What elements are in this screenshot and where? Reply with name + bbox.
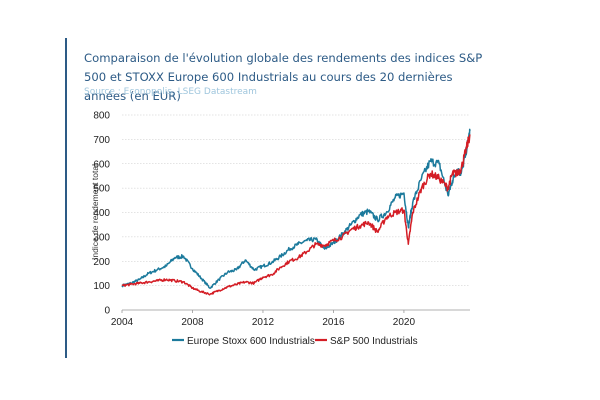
y-axis-title: Indice de rendement total (90, 164, 100, 260)
x-tick-label: 2016 (322, 317, 345, 328)
legend-label-sp500: S&P 500 Industrials (330, 336, 418, 347)
chart-source: Source : Econopolis, LSEG Datastream (84, 87, 257, 97)
y-tick-label: 400 (93, 208, 110, 219)
x-tick-label: 2020 (393, 317, 416, 328)
axes: 0 100 200 300 400 500 600 700 800 2004 2008 2012 201… (93, 111, 470, 328)
y-tick-label: 300 (93, 232, 110, 243)
legend-label-europe: Europe Stoxx 600 Industrials (187, 336, 315, 347)
y-tick-label: 600 (93, 159, 110, 170)
y-tick-label: 700 (93, 135, 110, 146)
grid-lines (122, 114, 470, 286)
accent-bar (65, 38, 67, 358)
y-tick-label: 800 (93, 111, 110, 122)
y-tick-label: 100 (93, 281, 110, 292)
x-tick-label: 2008 (181, 317, 204, 328)
y-tick-label: 500 (93, 184, 110, 195)
series-lines (121, 128, 471, 296)
x-tick-label: 2012 (252, 317, 275, 328)
y-tick-label: 0 (104, 306, 110, 317)
series-line-sp500 (121, 134, 471, 296)
x-tick-label: 2004 (111, 317, 134, 328)
chart-title: Comparaison de l'évolution globale des r… (84, 51, 483, 103)
series-line-europe (121, 128, 471, 289)
y-tick-label: 200 (93, 257, 110, 268)
legend: Europe Stoxx 600 Industrials S&P 500 Ind… (172, 336, 418, 347)
